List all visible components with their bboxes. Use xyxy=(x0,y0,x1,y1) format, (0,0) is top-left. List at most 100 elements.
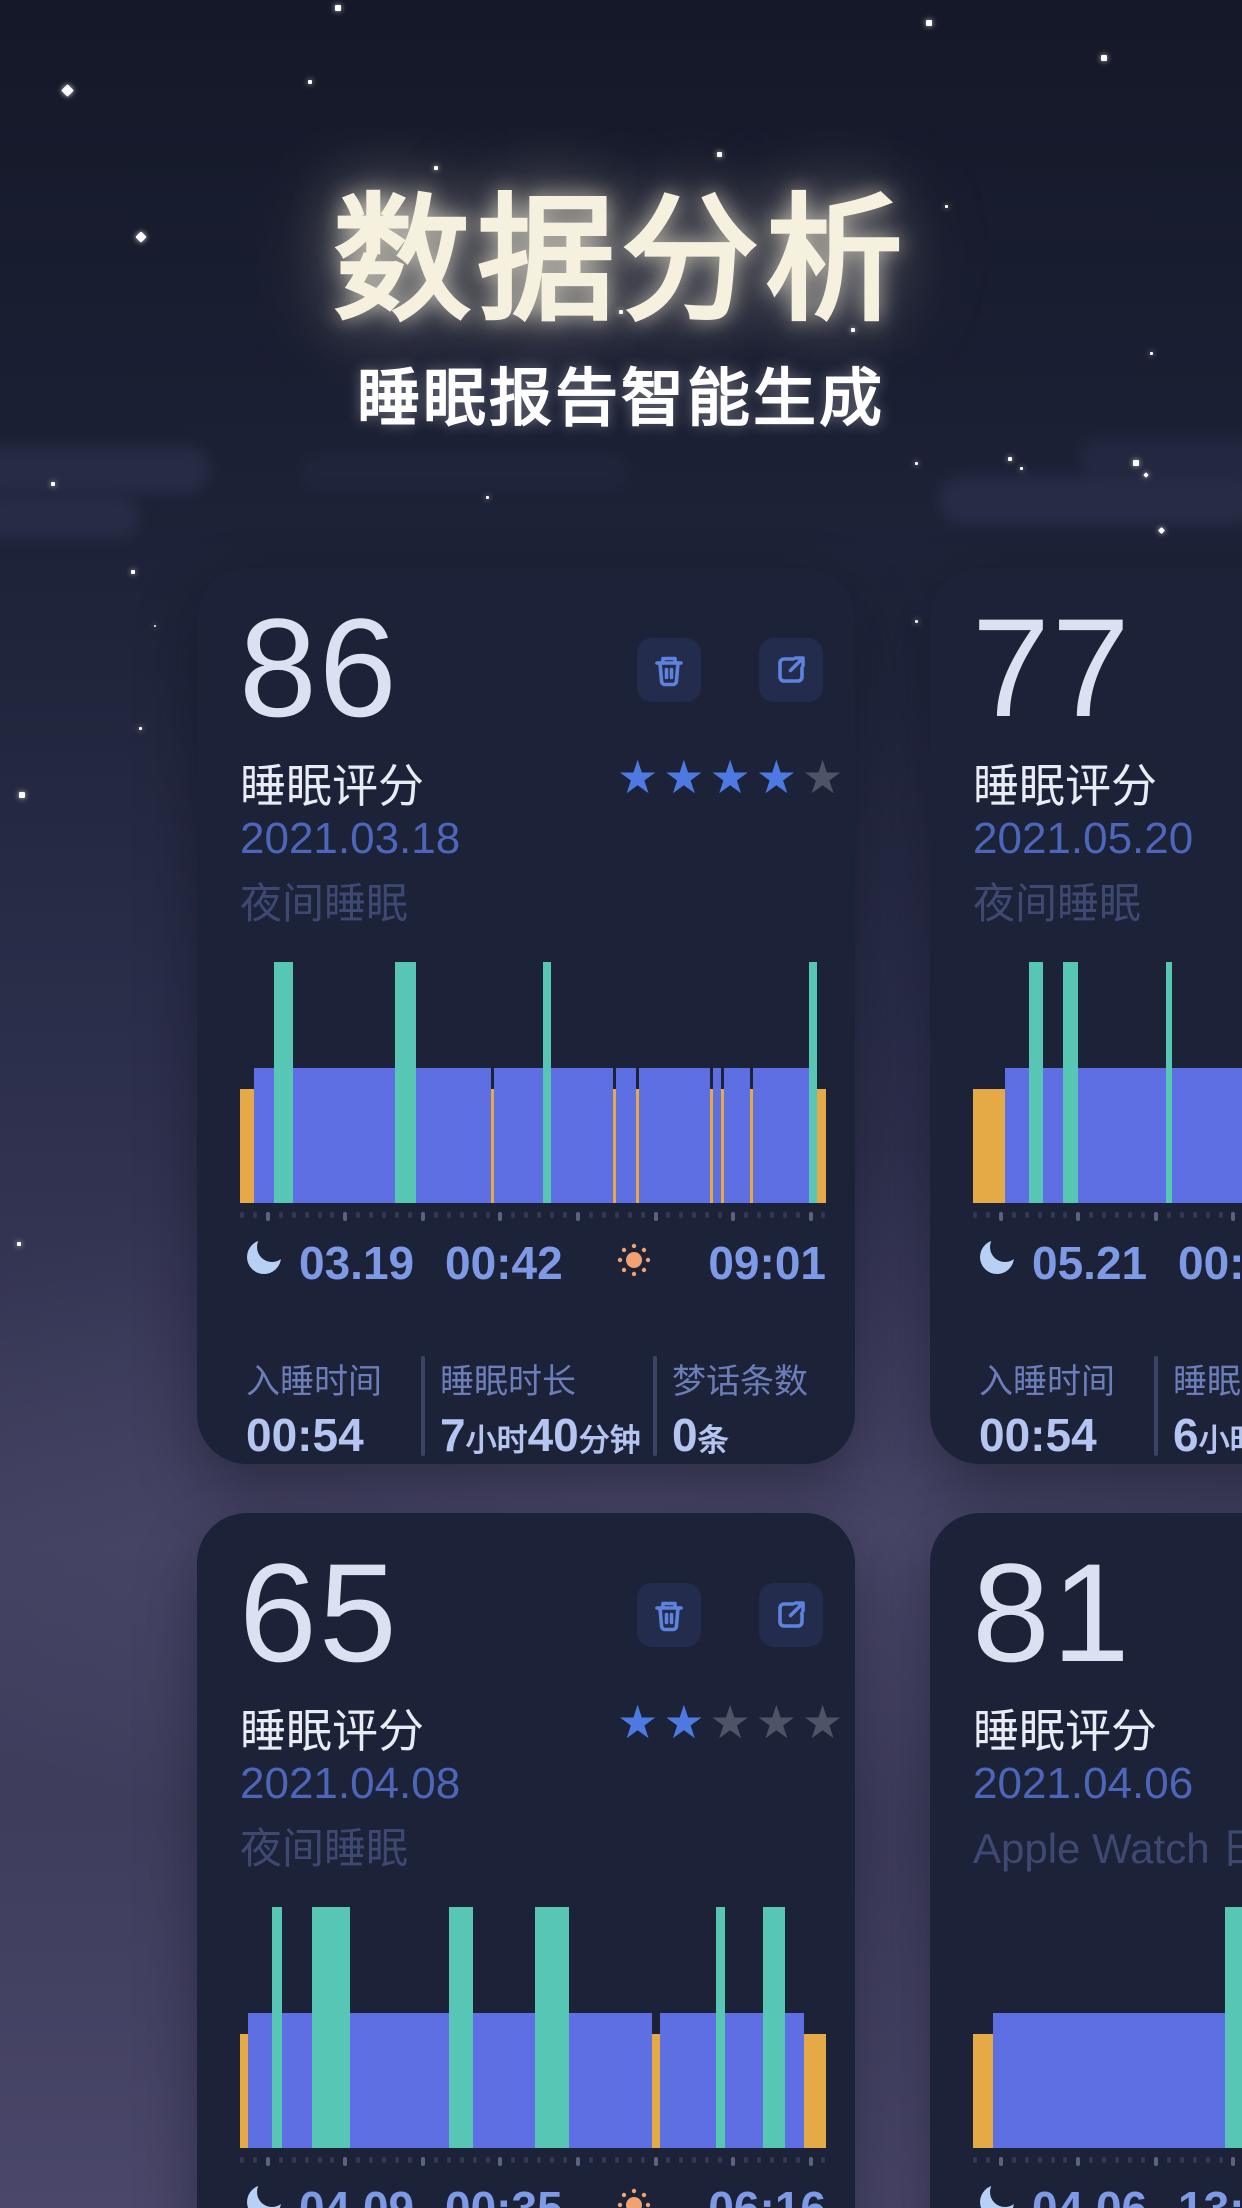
stat-number: 6 xyxy=(1173,1409,1199,1461)
axis-tick xyxy=(420,1212,425,1221)
sleep-report-card[interactable]: 86 睡眠评分 ★★★★★ 2021.03.18 夜间睡眠 03.19 00:4… xyxy=(197,568,855,1464)
stat-sleep-time: 入睡时间 00:54 xyxy=(246,1354,382,1461)
sleep-segment-light xyxy=(247,2013,272,2148)
axis-tick xyxy=(1037,2157,1042,2163)
sleep-segment-light xyxy=(1004,1068,1029,1203)
sleep-segment-awake xyxy=(1062,962,1079,1203)
axis-tick xyxy=(1076,2157,1081,2166)
share-button[interactable] xyxy=(759,1583,823,1647)
axis-tick xyxy=(653,1212,658,1221)
sleep-report-card[interactable]: 77 睡眠评分 2021.05.20 夜间睡眠 05.21 00:33 入睡时间… xyxy=(930,568,1242,1464)
axis-tick xyxy=(627,1212,632,1218)
stat-unit: 小时 xyxy=(465,1423,528,1458)
sun-icon xyxy=(614,1240,654,1285)
axis-tick xyxy=(1218,1212,1223,1218)
axis-tick xyxy=(1050,2157,1055,2163)
sleep-segment-light xyxy=(282,2013,313,2148)
sleep-segment-awake xyxy=(808,962,818,1203)
stat-label: 入睡时间 xyxy=(246,1363,382,1401)
background-star xyxy=(1133,460,1139,466)
share-icon xyxy=(772,651,810,689)
axis-tick xyxy=(973,2157,977,2163)
background-star xyxy=(61,84,74,97)
axis-tick xyxy=(1218,2157,1223,2163)
moon-icon xyxy=(247,2177,287,2208)
star-filled-icon: ★ xyxy=(663,750,710,804)
sleep-segment-deep xyxy=(749,1088,753,1203)
axis-tick xyxy=(588,1212,593,1218)
stat-duration: 睡眠时长 6小时8分钟 xyxy=(1173,1354,1242,1461)
axis-tick xyxy=(743,2157,748,2163)
axis-tick xyxy=(808,2157,813,2166)
axis-tick xyxy=(1231,1212,1236,1221)
axis-tick xyxy=(407,1212,412,1218)
stat-number: 7 xyxy=(440,1409,466,1461)
axis-tick xyxy=(756,2157,761,2163)
axis-tick xyxy=(1205,2157,1210,2163)
stat-divider xyxy=(1154,1356,1158,1456)
axis-tick xyxy=(485,1212,490,1218)
stat-number: 40 xyxy=(527,1409,579,1461)
sleep-type: 夜间睡眠 xyxy=(240,1825,409,1872)
axis-tick xyxy=(1102,2157,1107,2163)
star-empty-icon: ★ xyxy=(802,750,849,804)
wake-time: 09:01 xyxy=(708,1237,826,1289)
axis-tick xyxy=(756,1212,761,1218)
axis-tick xyxy=(1076,1212,1081,1221)
axis-tick xyxy=(782,1212,787,1218)
stat-value: 7小时40分钟 xyxy=(440,1408,641,1462)
sleep-report-card[interactable]: 81 睡眠评分 2021.04.06 Apple Watch 日间小睡 04.0… xyxy=(930,1513,1242,2208)
axis-tick xyxy=(653,2157,658,2166)
axis-tick xyxy=(782,2157,787,2163)
sleep-segment-deep xyxy=(490,1088,494,1203)
axis-tick xyxy=(265,1212,270,1221)
moon-icon xyxy=(247,1232,287,1274)
axis-tick xyxy=(1063,1212,1068,1218)
share-button[interactable] xyxy=(759,638,823,702)
sleep-segment-light xyxy=(752,1068,809,1203)
stat-unit: 小时 xyxy=(1198,1423,1242,1458)
moon-icon xyxy=(980,1232,1020,1274)
background-star xyxy=(486,496,489,499)
moon-icon xyxy=(980,2177,1020,2208)
sleep-report-card[interactable]: 65 睡眠评分 ★★★★★ 2021.04.08 夜间睡眠 04.09 00:3… xyxy=(197,1513,855,2208)
axis-tick xyxy=(356,2157,361,2163)
sleep-segment-light xyxy=(254,1068,274,1203)
sleep-segment-light xyxy=(723,1068,750,1203)
axis-tick xyxy=(1102,1212,1107,1218)
axis-tick xyxy=(1037,1212,1042,1218)
axis-tick xyxy=(343,1212,348,1221)
axis-tick xyxy=(537,1212,542,1218)
axis-tick xyxy=(240,1212,244,1218)
delete-button[interactable] xyxy=(637,1583,701,1647)
axis-tick xyxy=(1128,1212,1133,1218)
axis-tick xyxy=(1153,2157,1158,2166)
sleep-segment-deep xyxy=(973,2033,993,2148)
stat-label: 入睡时间 xyxy=(979,1363,1115,1401)
background-star xyxy=(139,727,142,730)
sleep-segment-light xyxy=(638,1068,711,1203)
axis-tick xyxy=(563,2157,568,2163)
stat-dream-talk: 梦话条数 0条 xyxy=(672,1354,808,1461)
axis-tick xyxy=(1024,1212,1029,1218)
star-filled-icon: ★ xyxy=(709,750,756,804)
star-filled-icon: ★ xyxy=(663,1695,710,1749)
axis-tick xyxy=(575,1212,580,1221)
sun-icon xyxy=(614,2185,654,2208)
star-empty-icon: ★ xyxy=(709,1695,756,1749)
axis-tick xyxy=(985,1212,990,1218)
sleep-segment-deep xyxy=(652,2033,660,2148)
sleep-segment-light xyxy=(785,2013,804,2148)
stat-value: 6小时8分钟 xyxy=(1173,1408,1242,1462)
delete-button[interactable] xyxy=(637,638,701,702)
score-label: 睡眠评分 xyxy=(973,1705,1157,1757)
stat-unit: 条 xyxy=(697,1423,729,1458)
stat-label: 睡眠时长 xyxy=(1173,1363,1242,1401)
axis-tick xyxy=(821,2157,826,2163)
axis-tick xyxy=(278,1212,283,1218)
axis-tick xyxy=(1140,1212,1145,1218)
bed-time: 00:42 xyxy=(445,1237,563,1289)
star-filled-icon: ★ xyxy=(617,750,664,804)
background-star xyxy=(915,462,918,465)
